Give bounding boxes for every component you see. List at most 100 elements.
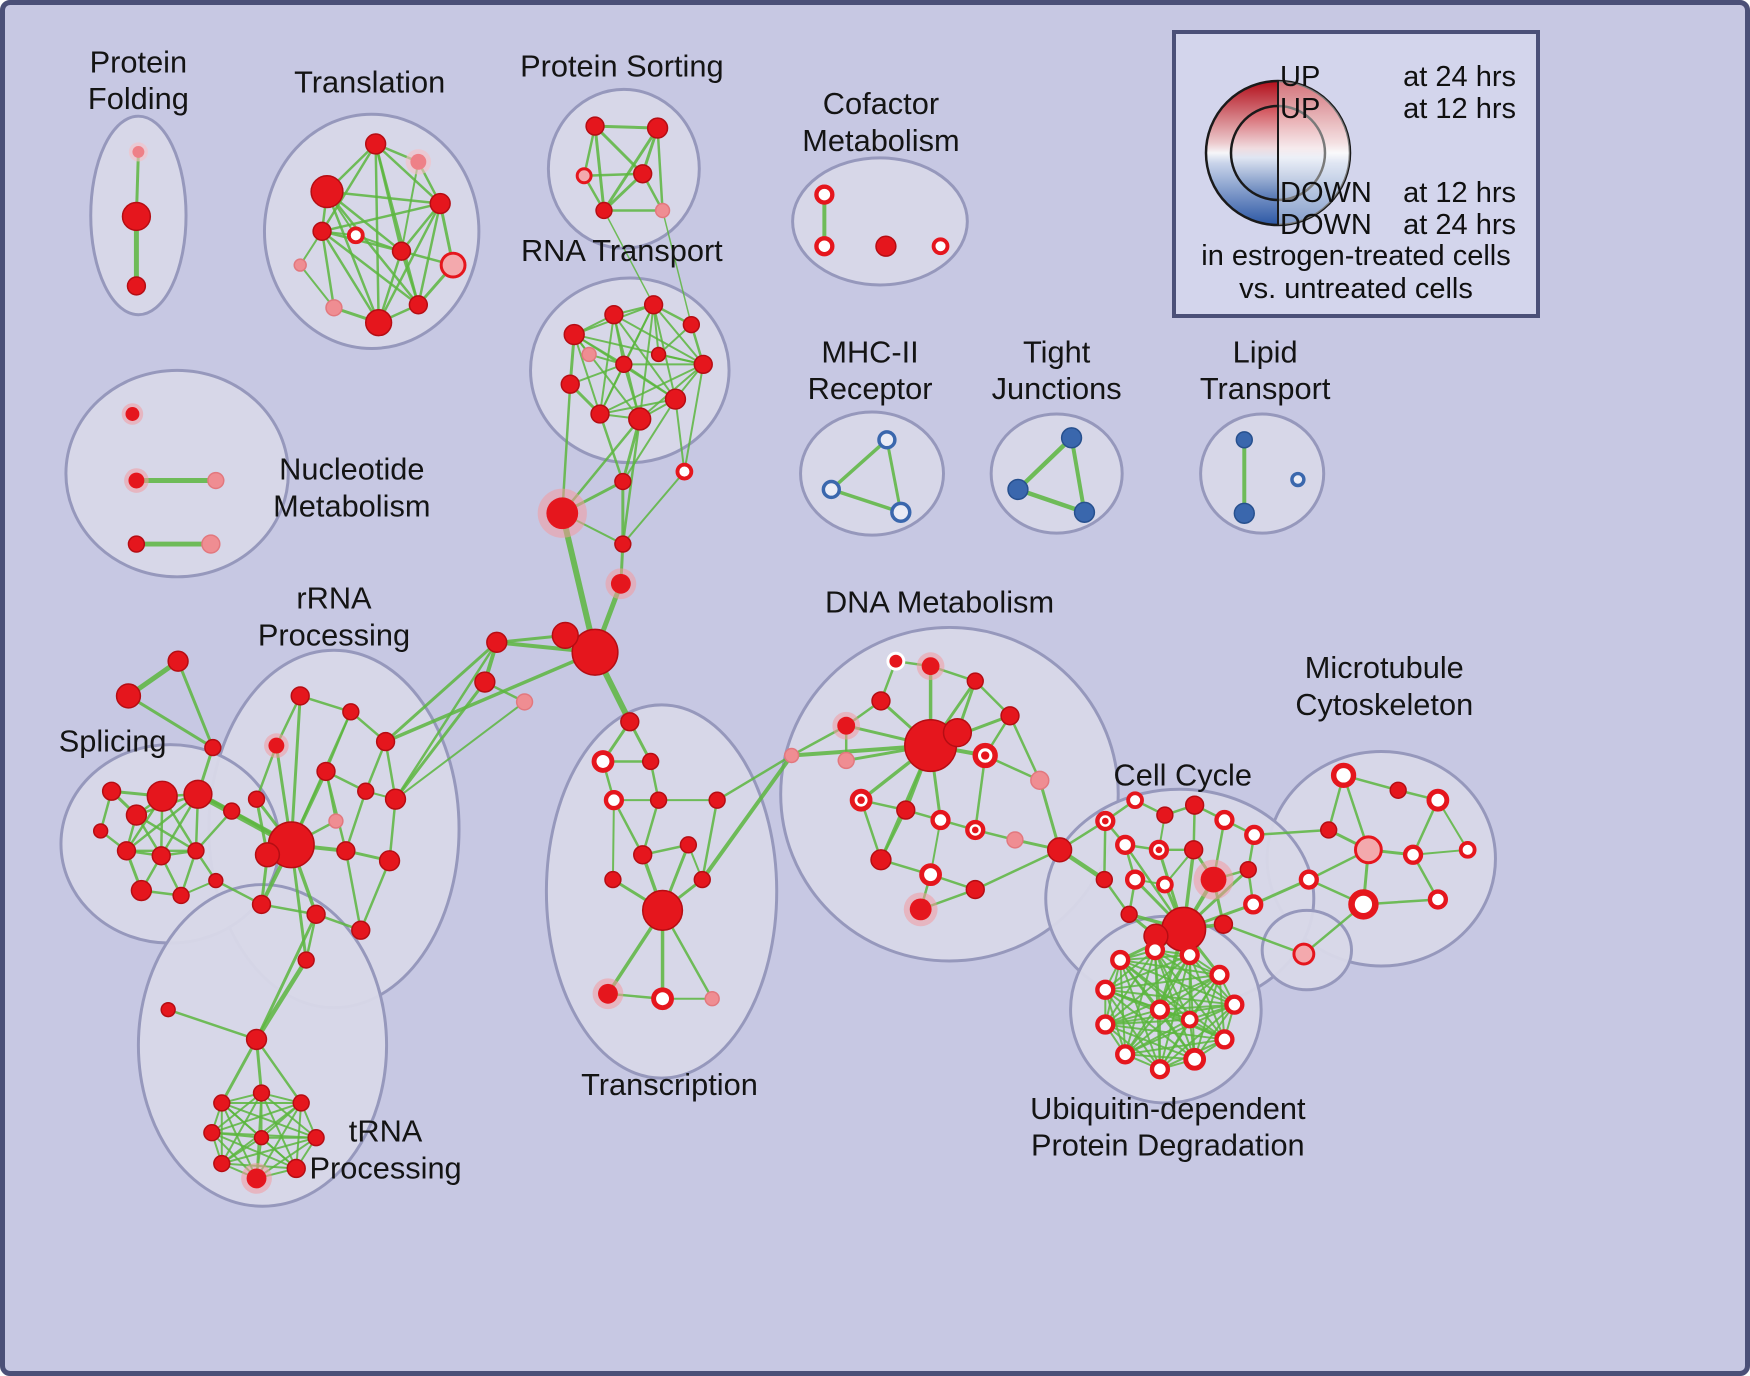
cluster-label-cell-cycle: Cell Cycle	[1114, 757, 1252, 792]
node-cc9	[1183, 840, 1204, 860]
node-r6	[664, 388, 687, 410]
node-cc16	[1243, 894, 1264, 915]
node-tc6	[679, 836, 698, 854]
node-t1	[310, 175, 344, 209]
node-d20	[1046, 837, 1073, 863]
edge-cc6-mc4	[1252, 828, 1330, 837]
node-n4	[127, 535, 146, 553]
edge-tc10-tc11	[701, 798, 719, 881]
node-tn5	[292, 1094, 310, 1112]
node-d13	[965, 819, 986, 841]
node-dl1	[783, 747, 800, 764]
node-tc14	[704, 991, 720, 1007]
edge-u3-u11	[1104, 954, 1191, 991]
edge-h6-rr3	[383, 650, 597, 744]
edge-j1-j2	[1015, 435, 1074, 492]
edge-r5-h2	[683, 363, 705, 473]
cluster-ellipse-mhc-ii-receptor	[799, 410, 945, 537]
edge-u2-u7	[1153, 949, 1196, 1061]
node-r11	[650, 346, 667, 363]
node-tn11	[253, 1130, 270, 1146]
node-tn9	[213, 1154, 231, 1173]
node-c2	[814, 236, 835, 257]
node-t12	[312, 221, 332, 242]
node-rr10	[251, 894, 272, 915]
edge-r8-h1	[598, 412, 625, 483]
node-cc10	[1193, 859, 1234, 900]
node-u4	[1209, 964, 1230, 986]
node-t6	[408, 295, 429, 315]
node-mc3	[1426, 788, 1450, 812]
node-n2	[124, 468, 149, 493]
node-pf2	[121, 201, 152, 232]
node-p2	[646, 117, 669, 139]
node-mc10	[1458, 840, 1477, 859]
node-r2	[604, 305, 624, 325]
cluster-label-splicing: Splicing	[59, 724, 167, 759]
node-n5	[201, 534, 221, 554]
edge-u4-u11	[1104, 973, 1221, 991]
edge-u1-u4	[1119, 959, 1221, 976]
edge-r6-h2	[674, 398, 686, 473]
node-h8	[486, 631, 508, 654]
edge-tc4-tc7	[612, 798, 644, 857]
node-s3	[146, 780, 178, 812]
node-tc4	[603, 790, 625, 811]
edge-tn5-tn11	[260, 1101, 303, 1139]
cluster-label-rrna-processing: rRNA Processing	[258, 581, 410, 653]
node-rr8	[336, 841, 356, 861]
node-x1	[167, 650, 189, 672]
node-tc3	[641, 752, 660, 771]
node-d6	[1000, 706, 1020, 726]
node-tc1	[620, 712, 640, 732]
edge-t2-t6	[374, 142, 420, 307]
node-p3	[575, 167, 593, 185]
cluster-label-rna-transport: RNA Transport	[521, 233, 723, 268]
node-tc7	[633, 845, 653, 865]
node-t9	[293, 258, 307, 272]
node-s4	[183, 779, 213, 809]
edge-cc16-mc9	[1251, 878, 1311, 906]
node-rr17	[254, 842, 281, 868]
edge-t7-t12	[320, 230, 380, 324]
edge-rr11-tn2	[255, 912, 318, 1041]
node-tn7	[286, 1158, 306, 1179]
node-tc5	[649, 791, 668, 809]
node-t8	[325, 299, 343, 317]
edge-tn4-tn9	[220, 1092, 263, 1165]
legend-direction-label: DOWN	[1280, 209, 1372, 241]
edge-d6-d9	[1008, 714, 1042, 782]
edge-tc11-dl1	[715, 754, 793, 802]
node-s10	[172, 886, 190, 905]
node-s9	[130, 879, 153, 902]
node-mc8	[1427, 889, 1449, 910]
edge-t3-t11	[400, 160, 420, 253]
legend-updown-glyph	[1204, 79, 1352, 227]
node-cc13	[1156, 875, 1174, 894]
node-x3	[204, 738, 222, 757]
edge-u10-u13	[1104, 1018, 1191, 1026]
edge-p6-r4	[661, 209, 693, 326]
node-t2	[364, 133, 387, 155]
legend-caption-line-1: in estrogen-treated cells	[1201, 240, 1511, 272]
cluster-label-dna-metabolism: DNA Metabolism	[825, 585, 1054, 620]
node-tc10	[693, 870, 711, 889]
node-d2	[871, 691, 891, 711]
cluster-label-protein-sorting: Protein Sorting	[520, 48, 724, 83]
cluster-ellipse-nucleotide-metabolism	[64, 368, 290, 579]
edge-m2-m3	[829, 487, 903, 515]
cluster-label-translation: Translation	[294, 64, 445, 99]
edge-u2-u11	[1104, 949, 1156, 991]
node-p4	[633, 164, 653, 184]
node-tn3	[213, 1094, 231, 1112]
node-p6	[654, 202, 671, 219]
node-cc4	[1184, 795, 1205, 815]
node-h7	[551, 621, 579, 650]
edge-r3-r5	[652, 303, 705, 366]
node-d3	[886, 651, 906, 671]
edge-tn1-tn2	[166, 1008, 258, 1041]
edge-tn7-tn10	[210, 1131, 298, 1170]
edge-u1-u5	[1119, 959, 1236, 1006]
node-r7	[628, 407, 652, 431]
node-mc5	[1353, 835, 1383, 865]
